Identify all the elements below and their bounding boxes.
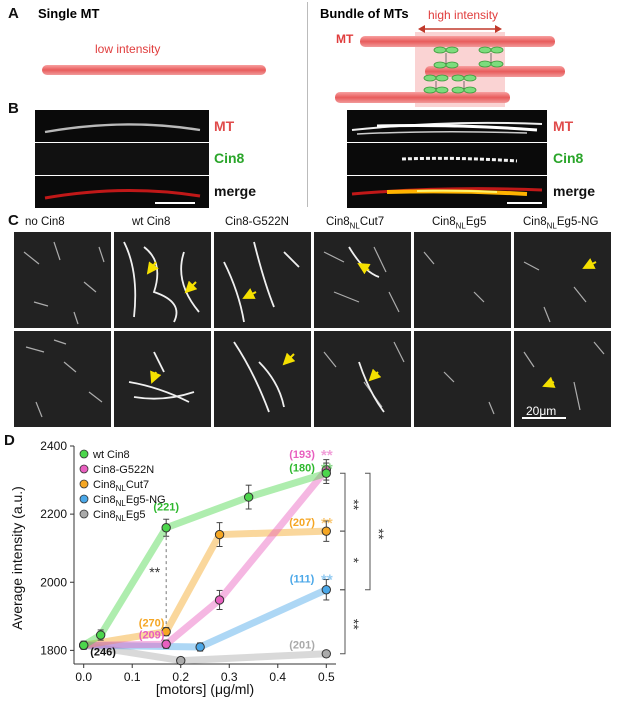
legend-label: wt Cin8 (92, 449, 130, 461)
panel-divider (307, 2, 308, 207)
b-single-merge-label: merge (214, 183, 257, 199)
b-bundle-cin8-label: Cin8 (553, 150, 584, 166)
b-bundle-merge-image (347, 176, 547, 208)
x-tick-label: 0.4 (269, 670, 286, 684)
x-tick-label: 0.2 (172, 670, 189, 684)
x-tick-label: 0.5 (318, 670, 335, 684)
intensity-chart: 0.0 0.1 0.2 0.3 0.4 0.5 1800 2000 2200 2400 ** (2… (0, 436, 617, 700)
sample-count-label: (201) (289, 640, 315, 652)
y-axis-label: Average intensity (a.u.) (9, 486, 25, 630)
significance-mark: ** (321, 447, 333, 464)
b-single-cin8-label: Cin8 (214, 150, 245, 166)
b-bundle-mt-label: MT (553, 118, 574, 134)
b-single-mt-image (35, 110, 209, 142)
sample-count-label: (270) (139, 618, 165, 630)
y-tick-label: 2200 (40, 507, 67, 521)
legend-marker (79, 464, 89, 474)
significance-mark: ** (321, 515, 333, 532)
micrograph-grid (14, 232, 612, 428)
significance-mark: * (346, 557, 362, 563)
sample-count-label: (111) (290, 573, 315, 585)
bracket-wt-vs-cut7 (340, 472, 346, 532)
panel-c-letter: C (8, 212, 19, 229)
significance-mark: ** (346, 619, 362, 630)
data-point (214, 595, 225, 605)
legend-marker (79, 479, 89, 489)
high-intensity-label: high intensity (428, 8, 499, 22)
sample-count-label: (221) (153, 502, 179, 514)
bundle-title: Bundle of MTs (320, 6, 409, 21)
significance-mark: ** (149, 564, 160, 580)
col-label-cut7: Cin8NLCut7 (326, 216, 385, 231)
sample-count-label: (193) (289, 449, 315, 461)
y-tick-label: 2000 (40, 575, 67, 589)
mt-label: MT (336, 32, 354, 46)
col-label-eg5-ng: Cin8NLEg5-NG (523, 216, 599, 231)
legend-label: Cin8-G522N (93, 464, 154, 476)
data-point (321, 526, 331, 536)
significance-mark: ** (321, 461, 333, 478)
b-single-mt-label: MT (214, 118, 235, 134)
data-point (176, 655, 186, 666)
col-label-g522n: Cin8-G522N (225, 216, 289, 228)
b-bundle-merge-label: merge (553, 183, 596, 199)
series-line (83, 527, 327, 649)
data-point (243, 492, 254, 502)
data-point (214, 529, 225, 540)
series-line (83, 467, 330, 649)
y-tick-label: 2400 (40, 439, 67, 453)
data-point (161, 639, 171, 649)
legend-label: Cin8NLCut7 (93, 479, 149, 493)
b-single-merge-image (35, 176, 209, 208)
data-point (195, 642, 205, 652)
significance-mark: ** (371, 528, 387, 539)
legend-marker (79, 449, 89, 459)
data-point (321, 649, 331, 659)
col-label-no-cin8: no Cin8 (25, 216, 65, 228)
legend-marker (79, 509, 89, 519)
data-point (321, 585, 331, 595)
col-label-eg5: Cin8NLEg5 (432, 216, 487, 231)
significance-mark: ** (321, 571, 333, 588)
panel-a-letter: A (8, 5, 19, 22)
data-point (321, 468, 331, 478)
x-tick-label: 0.1 (124, 670, 141, 684)
x-tick-label: 0.3 (221, 670, 238, 684)
legend-label: Cin8NLEg5-NG (93, 494, 166, 508)
sample-count-label: (180) (289, 463, 315, 475)
b-single-cin8-image (35, 143, 209, 175)
b-bundle-cin8-image (347, 143, 547, 175)
bundle-diagram (330, 20, 570, 110)
sample-count-label: (246) (90, 646, 116, 658)
data-point (161, 523, 171, 533)
bracket-wt-vs-eg5ng (365, 472, 371, 591)
single-mt-title: Single MT (38, 6, 100, 21)
sample-count-label: (207) (289, 517, 315, 529)
panel-d-letter: D (4, 432, 15, 449)
bracket-eg5ng-vs-eg5 (340, 589, 346, 655)
panel-b-letter: B (8, 100, 19, 117)
scale-bar-label: 20μm (526, 404, 557, 418)
legend-label: Cin8NLEg5 (93, 509, 145, 523)
data-point (95, 630, 106, 640)
b-bundle-mt-image (347, 110, 547, 142)
x-tick-label: 0.0 (75, 670, 92, 684)
data-point (161, 626, 171, 637)
x-axis-label: [motors] (μg/ml) (156, 681, 254, 697)
y-tick-label: 1800 (40, 643, 67, 657)
legend-marker (79, 494, 89, 504)
single-mt-diagram (40, 62, 270, 78)
low-intensity-label: low intensity (95, 42, 161, 56)
bracket-cut7-vs-eg5ng (340, 530, 346, 591)
sample-count-label: (209) (139, 629, 165, 641)
data-point (79, 640, 89, 650)
significance-mark: ** (346, 499, 362, 510)
col-label-wt-cin8: wt Cin8 (132, 216, 171, 228)
